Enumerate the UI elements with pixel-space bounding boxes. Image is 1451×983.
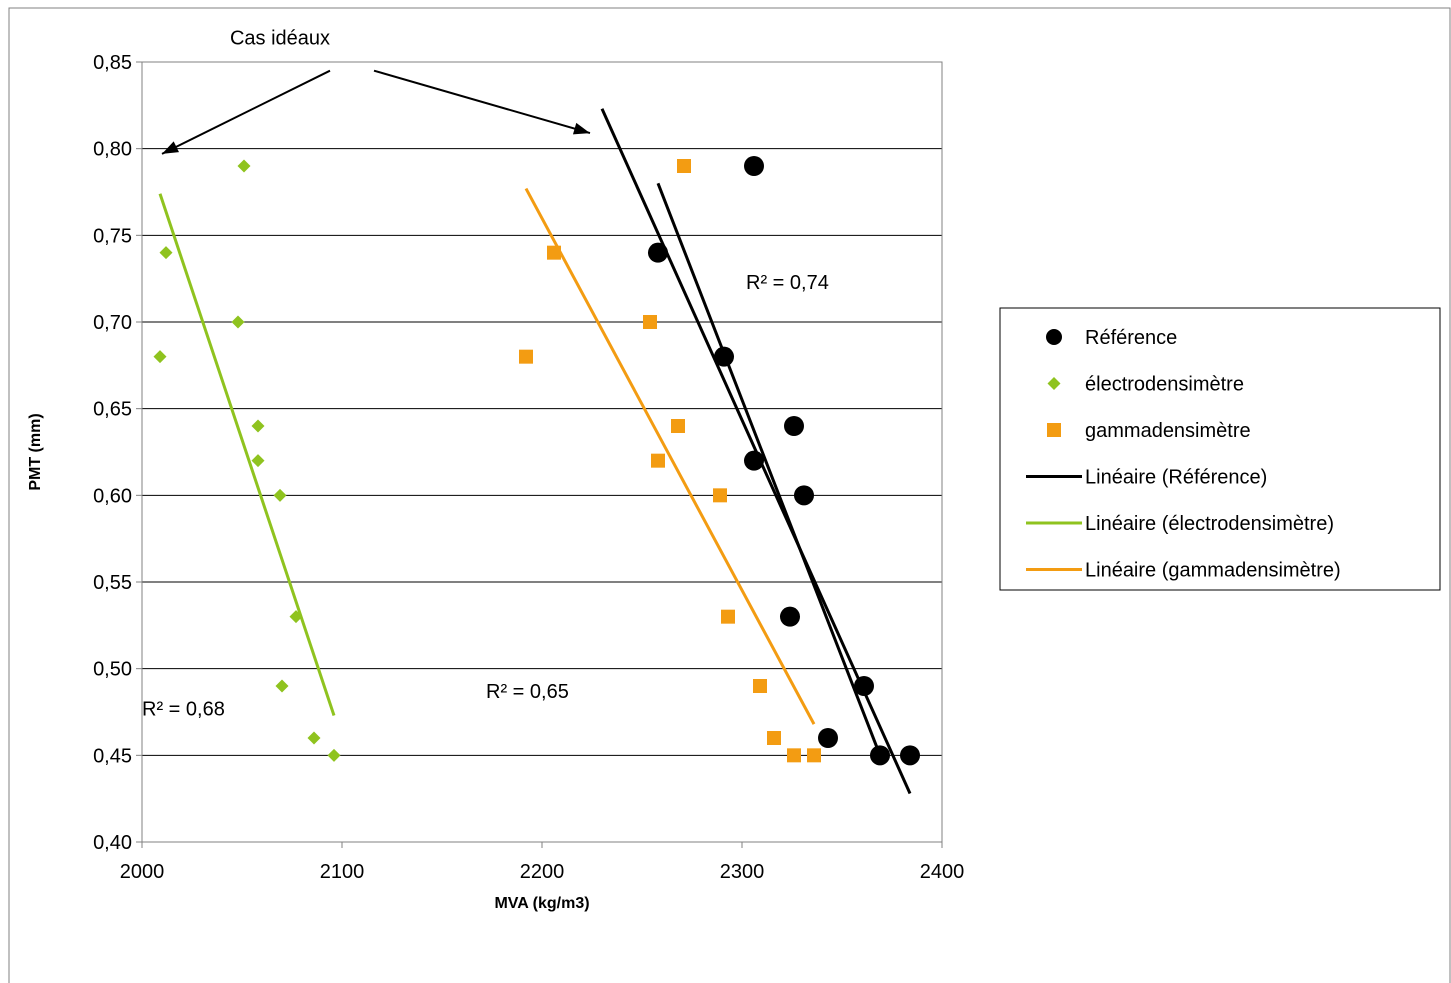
data-point bbox=[651, 453, 665, 468]
x-tick-label: 2300 bbox=[720, 861, 765, 883]
legend-marker bbox=[1047, 377, 1061, 390]
data-point bbox=[713, 488, 727, 503]
data-point bbox=[784, 416, 804, 436]
data-points bbox=[153, 156, 920, 766]
y-tick-label: 0,60 bbox=[93, 485, 132, 507]
trendline bbox=[656, 182, 882, 756]
y-tick-label: 0,55 bbox=[93, 572, 132, 594]
trendlines bbox=[158, 108, 912, 795]
y-tick-label: 0,50 bbox=[93, 659, 132, 681]
legend-marker bbox=[1046, 329, 1062, 345]
data-point bbox=[275, 679, 289, 693]
x-tick-label: 2400 bbox=[920, 861, 965, 883]
legend-marker bbox=[1047, 423, 1061, 437]
data-point bbox=[767, 731, 781, 745]
x-tick-label: 2000 bbox=[120, 861, 165, 883]
data-point bbox=[307, 731, 321, 745]
legend-label: Référence bbox=[1085, 327, 1177, 349]
data-point bbox=[870, 745, 890, 766]
x-tick-label: 2100 bbox=[320, 861, 365, 883]
y-tick-label: 0,65 bbox=[93, 399, 132, 421]
axis-ticks: 0,40 0,45 0,50 0,55 0,60 0,65 0,70 0,75 0,80 0,85… bbox=[93, 52, 964, 883]
legend-box bbox=[999, 307, 1441, 591]
y-tick-label: 0,40 bbox=[93, 832, 132, 854]
data-point bbox=[643, 315, 657, 329]
r-squared-label: R² = 0,74 bbox=[746, 272, 829, 294]
data-point bbox=[714, 346, 734, 367]
data-point bbox=[744, 450, 764, 471]
callout-arrow-line bbox=[161, 69, 331, 155]
data-point bbox=[547, 245, 561, 260]
data-point bbox=[744, 156, 764, 176]
legend-label: électrodensimètre bbox=[1085, 374, 1244, 396]
data-point bbox=[327, 748, 341, 762]
data-point bbox=[251, 419, 265, 433]
data-point bbox=[780, 606, 800, 627]
data-point bbox=[721, 609, 735, 624]
data-point bbox=[289, 610, 303, 624]
y-axis-title: PMT (mm) bbox=[27, 413, 44, 490]
y-tick-label: 0,70 bbox=[93, 312, 132, 334]
legend-label: Linéaire (électrodensimètre) bbox=[1085, 513, 1334, 535]
data-point bbox=[677, 159, 691, 173]
callout-arrow-head bbox=[572, 122, 590, 135]
data-point bbox=[251, 454, 265, 468]
gridlines bbox=[142, 148, 942, 756]
data-point bbox=[794, 485, 814, 506]
legend-label: Linéaire (Référence) bbox=[1085, 467, 1267, 489]
callout-label: Cas idéaux bbox=[230, 28, 330, 50]
trendline bbox=[524, 187, 816, 725]
data-point bbox=[671, 419, 685, 433]
data-point bbox=[787, 748, 801, 763]
data-point bbox=[854, 676, 874, 696]
data-point bbox=[648, 242, 668, 263]
callout-arrow-head bbox=[162, 141, 180, 154]
x-tick-label: 2200 bbox=[520, 861, 565, 883]
data-point bbox=[900, 745, 920, 766]
y-tick-label: 0,80 bbox=[93, 139, 132, 161]
legend-label: gammadensimètre bbox=[1085, 420, 1251, 442]
data-point bbox=[818, 728, 838, 748]
annotations: R² = 0,74 R² = 0,68 R² = 0,65 Cas idéaux bbox=[142, 28, 829, 721]
y-tick-label: 0,45 bbox=[93, 745, 132, 767]
r-squared-label: R² = 0,65 bbox=[486, 681, 569, 703]
legend: Référence électrodensimètre gammadensimètr… bbox=[999, 307, 1441, 591]
data-point bbox=[807, 748, 821, 763]
data-point bbox=[237, 159, 251, 173]
legend-label: Linéaire (gammadensimètre) bbox=[1085, 560, 1341, 582]
data-point bbox=[231, 315, 245, 329]
data-point bbox=[273, 488, 287, 502]
data-point bbox=[753, 679, 767, 693]
callout-arrow-line bbox=[373, 69, 591, 135]
data-point bbox=[153, 350, 167, 364]
y-tick-label: 0,85 bbox=[93, 52, 132, 74]
r-squared-label: R² = 0,68 bbox=[142, 698, 225, 720]
data-point bbox=[519, 349, 533, 364]
data-point bbox=[159, 246, 173, 260]
x-axis-title: MVA (kg/m3) bbox=[494, 895, 589, 912]
y-tick-label: 0,75 bbox=[93, 225, 132, 247]
trendline bbox=[158, 193, 336, 716]
